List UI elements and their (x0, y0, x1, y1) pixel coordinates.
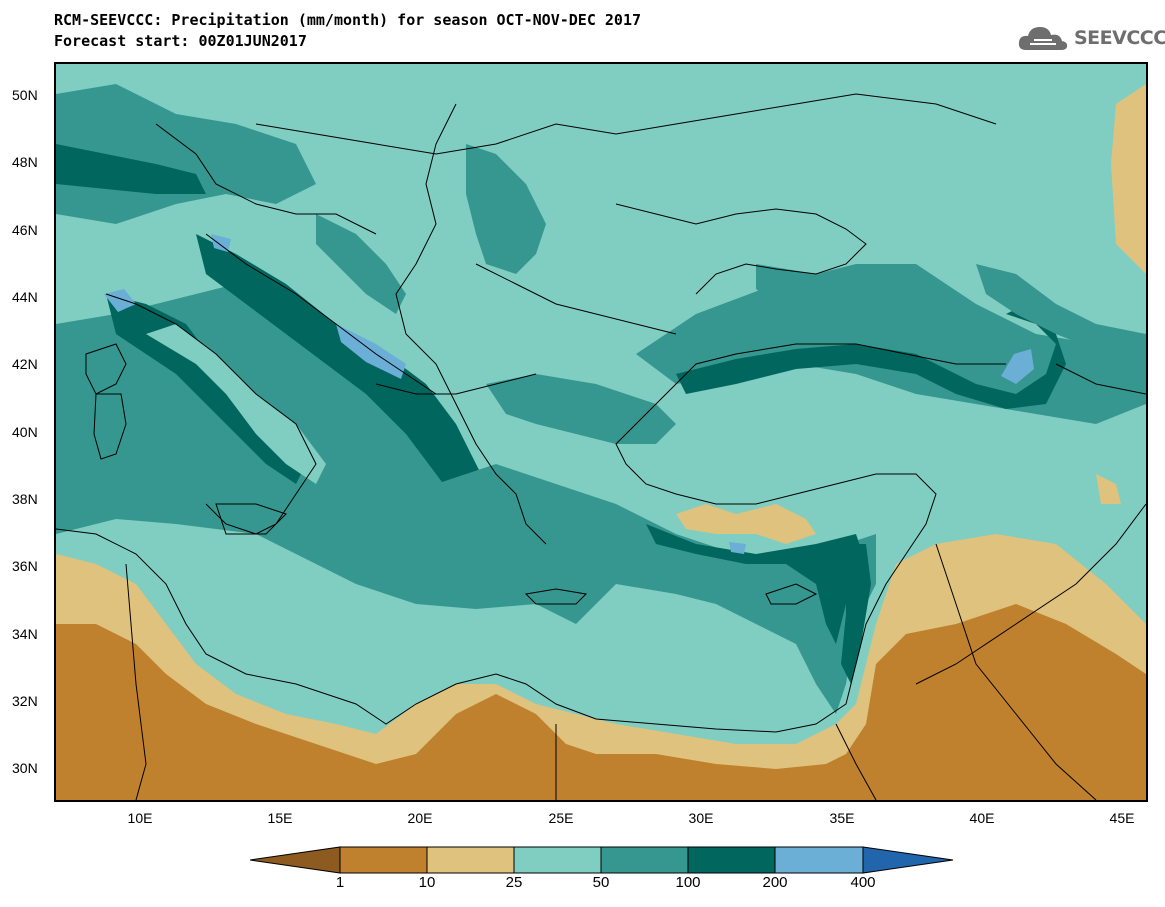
lat-label-46n: 46N (12, 222, 38, 238)
legend-bin-50-100 (600, 846, 689, 874)
legend-label-400: 400 (850, 874, 876, 891)
legend-arrow-high (862, 846, 954, 874)
title-line-1: RCM-SEEVCCC: Precipitation (mm/month) fo… (54, 11, 641, 29)
adriatic-band (196, 234, 496, 534)
caucasus-field (976, 264, 1146, 364)
lat-label-50n: 50N (12, 87, 38, 103)
legend-bin-1-10 (339, 846, 428, 874)
carpathian-field (466, 144, 546, 274)
levant-dark (841, 544, 871, 684)
logo-text: SEEVCCC (1074, 27, 1165, 49)
title-line-2: Forecast start: 00Z01JUN2017 (54, 32, 307, 50)
lon-label-35e: 35E (829, 810, 855, 826)
lon-label-25e: 25E (548, 810, 574, 826)
dalmatia-blue (336, 324, 406, 379)
legend-bin-10-25 (426, 846, 515, 874)
aegean-field (486, 374, 676, 444)
legend-label-100: 100 (675, 874, 701, 891)
coastlines (56, 93, 1146, 800)
lon-label-30e: 30E (688, 810, 714, 826)
seevccc-logo: SEEVCCC (1016, 20, 1165, 56)
lon-label-40e: 40E (969, 810, 995, 826)
syria-tan (1096, 474, 1121, 504)
italy-blue (104, 289, 136, 312)
map-canvas (56, 64, 1146, 800)
italy-land (146, 324, 326, 484)
east-med-field (436, 464, 876, 714)
precipitation-map (54, 62, 1148, 802)
legend-bin-100-200 (687, 846, 776, 874)
lat-label-30n: 30N (12, 760, 38, 776)
alps-dark (56, 144, 206, 194)
legend-label-10: 10 (418, 874, 436, 891)
lat-label-38n: 38N (12, 491, 38, 507)
balkan-dark (316, 214, 406, 314)
map-title: RCM-SEEVCCC: Precipitation (mm/month) fo… (54, 10, 641, 52)
lat-label-40n: 40N (12, 424, 38, 440)
lon-label-20e: 20E (407, 810, 433, 826)
black-sea-field (636, 264, 1146, 424)
pontic-dark (676, 304, 1066, 409)
lat-label-34n: 34N (12, 626, 38, 642)
legend-bin-200-400 (774, 846, 864, 874)
legend-label-1: 1 (335, 874, 345, 891)
lat-label-44n: 44N (12, 289, 38, 305)
legend-label-25: 25 (505, 874, 523, 891)
cloud-icon (1018, 27, 1068, 50)
lat-label-32n: 32N (12, 693, 38, 709)
east-tan (1111, 84, 1146, 274)
lon-label-15e: 15E (267, 810, 293, 826)
turkey-south-dark (646, 524, 866, 644)
lat-label-36n: 36N (12, 558, 38, 574)
legend-bin-25-50 (513, 846, 602, 874)
legend-arrow-low (250, 846, 341, 874)
legend-label-200: 200 (762, 874, 788, 891)
color-legend (250, 846, 954, 874)
legend-label-50: 50 (592, 874, 610, 891)
lon-label-10e: 10E (127, 810, 153, 826)
anatolia-tan (676, 504, 816, 544)
africa-10-band (56, 604, 1146, 800)
antalya-blue (729, 542, 746, 554)
pontic-blue (1001, 349, 1034, 384)
istria-blue (211, 234, 231, 252)
lat-label-48n: 48N (12, 154, 38, 170)
lon-label-45e: 45E (1109, 810, 1135, 826)
tyrrhenian-band (106, 294, 306, 484)
lat-label-42n: 42N (12, 356, 38, 372)
